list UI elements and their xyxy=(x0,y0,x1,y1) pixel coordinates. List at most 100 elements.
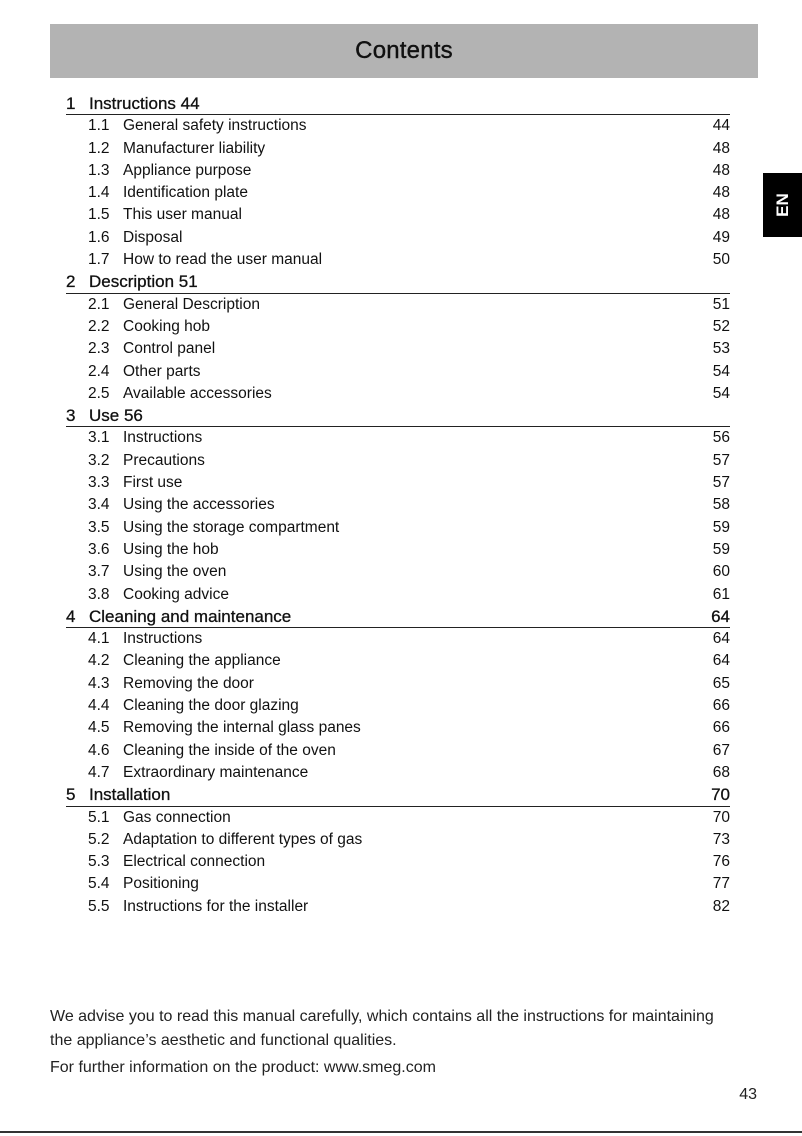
entry-number: 3.2 xyxy=(88,451,110,469)
entry-page: 51 xyxy=(712,295,730,313)
entry-page: 48 xyxy=(712,161,730,179)
toc-entry[interactable]: 2.3 Control panel 53 xyxy=(66,338,730,360)
toc-entry[interactable]: 5.5 Instructions for the installer 82 xyxy=(66,896,730,918)
table-of-contents: 1 Instructions 44 1.1 General safety instru… xyxy=(66,93,730,918)
toc-entry[interactable]: 1.3 Appliance purpose 48 xyxy=(66,160,730,182)
toc-entry[interactable]: 2.5 Available accessories 54 xyxy=(66,383,730,405)
toc-entry[interactable]: 3.1 Instructions 56 xyxy=(66,427,730,449)
entry-label: Removing the door xyxy=(123,674,254,692)
entry-page: 73 xyxy=(712,830,730,848)
toc-section-heading[interactable]: 2 Description 51 xyxy=(66,271,730,294)
entry-label: Disposal xyxy=(123,228,183,246)
entry-title: 3.2 Precautions xyxy=(88,450,205,472)
entry-number: 4.3 xyxy=(88,674,110,692)
toc-entry[interactable]: 3.8 Cooking advice 61 xyxy=(66,584,730,606)
entry-label: Extraordinary maintenance xyxy=(123,763,309,781)
section-title: 1 Instructions 44 xyxy=(66,93,200,114)
toc-entry[interactable]: 3.2 Precautions 57 xyxy=(66,450,730,472)
toc-entry[interactable]: 5.1 Gas connection 70 xyxy=(66,807,730,829)
entry-page: 58 xyxy=(712,496,730,514)
toc-entry[interactable]: 5.2 Adaptation to different types of gas 7… xyxy=(66,829,730,851)
entry-page: 52 xyxy=(712,317,730,335)
entry-label: Removing the internal glass panes xyxy=(123,719,361,737)
entry-title: 2.5 Available accessories xyxy=(88,383,272,405)
toc-entry[interactable]: 1.2 Manufacturer liability 48 xyxy=(66,138,730,160)
entry-title: 2.4 Other parts xyxy=(88,361,201,383)
section-label: Cleaning and maintenance xyxy=(89,606,292,626)
entry-number: 3.7 xyxy=(88,563,110,581)
entry-number: 3.6 xyxy=(88,540,110,558)
toc-entry[interactable]: 5.4 Positioning 77 xyxy=(66,873,730,895)
toc-entry[interactable]: 3.4 Using the accessories 58 xyxy=(66,494,730,516)
entry-number: 1.7 xyxy=(88,251,110,269)
toc-entry[interactable]: 2.2 Cooking hob 52 xyxy=(66,316,730,338)
toc-entry[interactable]: 4.7 Extraordinary maintenance 68 xyxy=(66,762,730,784)
entry-number: 4.6 xyxy=(88,741,110,759)
toc-section-heading[interactable]: 1 Instructions 44 xyxy=(66,93,730,116)
toc-entry[interactable]: 3.7 Using the oven 60 xyxy=(66,561,730,583)
entry-page: 77 xyxy=(712,875,730,893)
section-title: 3 Use 56 xyxy=(66,405,143,426)
entry-label: Cooking advice xyxy=(123,585,229,603)
toc-entry[interactable]: 4.3 Removing the door 65 xyxy=(66,673,730,695)
entry-label: Manufacturer liability xyxy=(123,139,266,157)
section-page: 64 xyxy=(711,606,730,626)
entry-page: 70 xyxy=(712,808,730,826)
toc-entry[interactable]: 2.4 Other parts 54 xyxy=(66,361,730,383)
entry-number: 4.2 xyxy=(88,652,110,670)
entry-title: 3.5 Using the storage compartment xyxy=(88,517,339,539)
entry-title: 5.5 Instructions for the installer xyxy=(88,896,308,918)
toc-entry[interactable]: 4.6 Cleaning the inside of the oven 67 xyxy=(66,740,730,762)
entry-number: 5.3 xyxy=(88,853,110,871)
section-label: Description 51 xyxy=(89,272,198,292)
toc-entry[interactable]: 1.4 Identification plate 48 xyxy=(66,182,730,204)
entry-title: 5.3 Electrical connection xyxy=(88,851,265,873)
entry-page: 54 xyxy=(712,384,730,402)
entry-page: 61 xyxy=(712,585,730,603)
section-page: 70 xyxy=(711,785,730,805)
toc-section-heading[interactable]: 5 Installation 70 xyxy=(66,784,730,807)
language-tab: EN xyxy=(763,173,802,237)
entry-label: Other parts xyxy=(123,362,201,380)
toc-entry[interactable]: 1.7 How to read the user manual 50 xyxy=(66,249,730,271)
entry-number: 3.3 xyxy=(88,474,110,492)
language-label: EN xyxy=(772,193,792,217)
page-title: Contents xyxy=(355,37,453,64)
toc-entry[interactable]: 3.3 First use 57 xyxy=(66,472,730,494)
entry-number: 4.5 xyxy=(88,719,110,737)
toc-entry[interactable]: 4.1 Instructions 64 xyxy=(66,628,730,650)
entry-title: 1.2 Manufacturer liability xyxy=(88,138,265,160)
toc-entry[interactable]: 1.6 Disposal 49 xyxy=(66,227,730,249)
toc-entry[interactable]: 5.3 Electrical connection 76 xyxy=(66,851,730,873)
section-number: 3 xyxy=(66,406,76,426)
entry-label: General Description xyxy=(123,295,260,313)
entry-page: 49 xyxy=(712,228,730,246)
toc-entry[interactable]: 4.5 Removing the internal glass panes 66 xyxy=(66,717,730,739)
entry-number: 1.5 xyxy=(88,206,110,224)
entry-label: Precautions xyxy=(123,451,205,469)
toc-entry[interactable]: 1.5 This user manual 48 xyxy=(66,204,730,226)
entry-title: 4.7 Extraordinary maintenance xyxy=(88,762,308,784)
entry-title: 1.1 General safety instructions xyxy=(88,115,307,137)
section-title: 4 Cleaning and maintenance xyxy=(66,606,292,627)
section-label: Instructions 44 xyxy=(89,94,200,113)
entry-label: Cleaning the appliance xyxy=(123,652,281,670)
toc-entry[interactable]: 1.1 General safety instructions 44 xyxy=(66,115,730,137)
section-label: Installation xyxy=(89,785,171,805)
entry-page: 64 xyxy=(712,652,730,670)
bottom-rule xyxy=(0,1131,802,1133)
toc-entry[interactable]: 2.1 General Description 51 xyxy=(66,294,730,316)
toc-entry[interactable]: 3.5 Using the storage compartment 59 xyxy=(66,517,730,539)
entry-number: 1.6 xyxy=(88,228,110,246)
footer-notes: We advise you to read this manual carefu… xyxy=(50,1005,730,1080)
toc-entry[interactable]: 3.6 Using the hob 59 xyxy=(66,539,730,561)
entry-label: Appliance purpose xyxy=(123,161,252,179)
toc-section-heading[interactable]: 4 Cleaning and maintenance 64 xyxy=(66,606,730,629)
toc-entry[interactable]: 4.4 Cleaning the door glazing 66 xyxy=(66,695,730,717)
entry-number: 2.1 xyxy=(88,295,110,313)
entry-page: 48 xyxy=(712,139,730,157)
entry-page: 59 xyxy=(712,540,730,558)
entry-number: 4.4 xyxy=(88,697,110,715)
toc-section-heading[interactable]: 3 Use 56 xyxy=(66,405,730,428)
toc-entry[interactable]: 4.2 Cleaning the appliance 64 xyxy=(66,650,730,672)
